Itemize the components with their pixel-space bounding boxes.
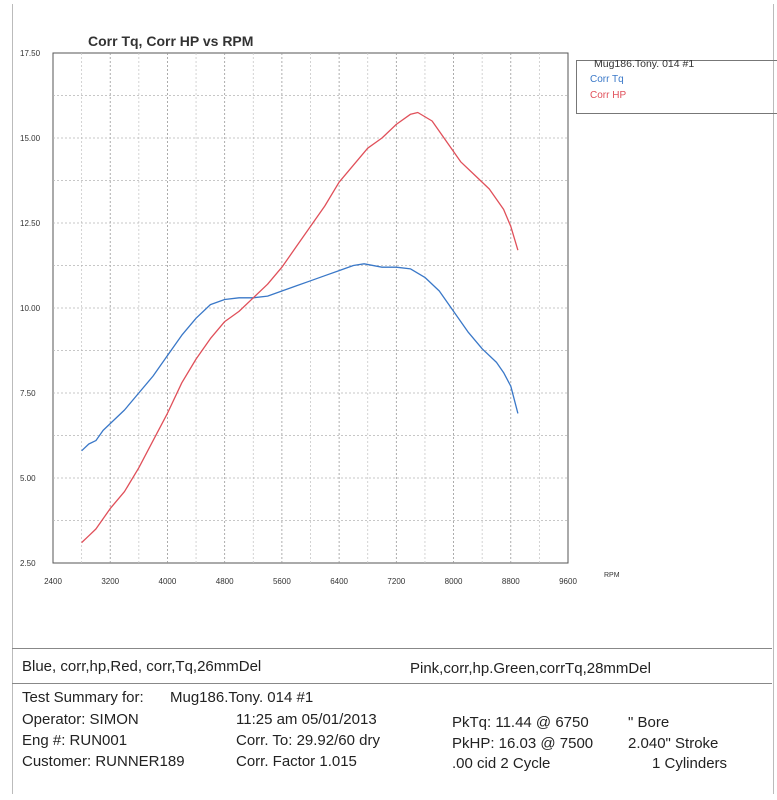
legend-entry-corr-tq: Corr Tq	[590, 74, 624, 85]
y-tick-label: 7.50	[20, 389, 36, 398]
x-tick-label: 9600	[559, 577, 577, 586]
corr-factor: Corr. Factor 1.015	[236, 753, 357, 770]
cylinders: 1 Cylinders	[652, 755, 728, 772]
legend-entry-corr-hp: Corr HP	[590, 90, 627, 101]
x-tick-label: 4800	[216, 577, 234, 586]
y-tick-label: 12.50	[20, 219, 41, 228]
bore: " Bore	[628, 714, 670, 731]
x-tick-label: 4000	[159, 577, 177, 586]
x-tick-label: 3200	[101, 577, 119, 586]
test-summary-value: Mug186.Tony. 014 #1	[170, 689, 314, 706]
y-tick-label: 15.00	[20, 134, 41, 143]
y-tick-label: 2.50	[20, 559, 36, 568]
operator: Operator: SIMON	[22, 711, 139, 728]
x-tick-label: 8800	[502, 577, 520, 586]
peak-hp: PkHP: 16.03 @ 7500	[452, 735, 594, 752]
peak-torque: PkTq: 11.44 @ 6750	[452, 714, 589, 731]
note-right: Pink,corr,hp.Green,corrTq,28mmDel	[410, 660, 651, 677]
chart-series	[81, 111, 519, 544]
y-tick-label: 10.00	[20, 304, 41, 313]
notes-bar: Blue, corr,hp,Red, corr,Tq,26mmDel Pink,…	[12, 648, 772, 684]
legend-header: Mug186.Tony. 014 #1	[594, 58, 695, 70]
legend-box	[576, 60, 777, 114]
x-axis-label: RPM	[604, 572, 620, 579]
customer: Customer: RUNNER189	[22, 753, 185, 770]
cid-cycle: .00 cid 2 Cycle	[452, 755, 551, 772]
chart-title: Corr Tq, Corr HP vs RPM	[88, 33, 254, 49]
x-tick-label: 6400	[330, 577, 348, 586]
y-tick-labels: 2.50 5.00 7.50 10.00 12.50 15.00 17.50	[20, 49, 41, 568]
engine-number: Eng #: RUN001	[22, 732, 128, 749]
corr-to: Corr. To: 29.92/60 dry	[236, 732, 380, 749]
stroke: 2.040" Stroke	[628, 735, 719, 752]
series-line-corr-tq	[81, 263, 519, 452]
y-tick-label: 17.50	[20, 49, 41, 58]
note-left: Blue, corr,hp,Red, corr,Tq,26mmDel	[22, 658, 262, 675]
x-tick-labels: 2400 3200 4000 4800 5600 6400 7200 8000 8800 9600	[44, 577, 577, 586]
series-line-corr-hp	[81, 111, 519, 544]
x-tick-label: 7200	[387, 577, 405, 586]
test-summary-label: Test Summary for:	[22, 689, 144, 706]
chart-grid	[52, 52, 569, 564]
page-frame	[12, 4, 774, 794]
y-tick-label: 5.00	[20, 474, 36, 483]
legend: Mug186.Tony. 014 #1 Corr Tq Corr HP	[582, 52, 777, 114]
test-summary: Test Summary for: Mug186.Tony. 014 #1 Op…	[12, 683, 772, 793]
chart-canvas: 2400 3200 4000 4800 5600 6400 7200 8000 8800 9600…	[20, 49, 620, 586]
x-tick-label: 8000	[445, 577, 463, 586]
date-time: 11:25 am 05/01/2013	[236, 711, 377, 728]
x-tick-label: 5600	[273, 577, 291, 586]
x-tick-label: 2400	[44, 577, 62, 586]
